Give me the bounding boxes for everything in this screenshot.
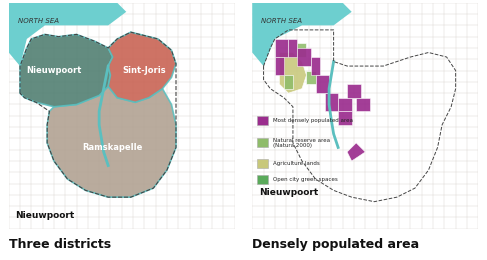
Text: Three districts: Three districts: [9, 238, 111, 251]
Polygon shape: [347, 143, 365, 161]
Polygon shape: [284, 75, 293, 89]
Polygon shape: [275, 39, 288, 57]
Text: NORTH SEA: NORTH SEA: [262, 18, 302, 24]
Polygon shape: [288, 39, 298, 57]
Bar: [257, 159, 268, 168]
Polygon shape: [324, 93, 338, 111]
Text: Natural reserve area
(Natura 2000): Natural reserve area (Natura 2000): [273, 138, 330, 148]
Polygon shape: [338, 98, 352, 111]
Polygon shape: [347, 84, 361, 98]
Polygon shape: [252, 3, 352, 66]
Text: Nieuwpoort: Nieuwpoort: [259, 188, 318, 197]
Text: Sint-Joris: Sint-Joris: [123, 66, 166, 75]
Text: Ramskapelle: Ramskapelle: [82, 143, 143, 152]
Polygon shape: [275, 57, 284, 75]
Text: Agriculture lands: Agriculture lands: [273, 161, 319, 166]
Polygon shape: [280, 53, 306, 93]
Polygon shape: [9, 3, 126, 66]
Polygon shape: [20, 34, 112, 107]
Text: Nieuwpoort: Nieuwpoort: [16, 211, 75, 220]
Polygon shape: [298, 43, 306, 57]
Polygon shape: [298, 48, 311, 66]
Polygon shape: [356, 98, 370, 111]
Polygon shape: [108, 32, 176, 102]
Text: Densely populated area: Densely populated area: [252, 238, 419, 251]
Polygon shape: [316, 75, 329, 93]
Polygon shape: [311, 57, 320, 75]
Bar: [257, 174, 268, 184]
Bar: [257, 138, 268, 147]
Text: Nieuwpoort: Nieuwpoort: [26, 66, 82, 75]
Text: Open city green spaces: Open city green spaces: [273, 177, 337, 181]
Bar: [257, 116, 268, 125]
Text: Most densely populated area: Most densely populated area: [273, 118, 353, 123]
Polygon shape: [47, 86, 176, 197]
Polygon shape: [338, 111, 352, 125]
Text: NORTH SEA: NORTH SEA: [18, 18, 59, 24]
Polygon shape: [306, 70, 316, 84]
